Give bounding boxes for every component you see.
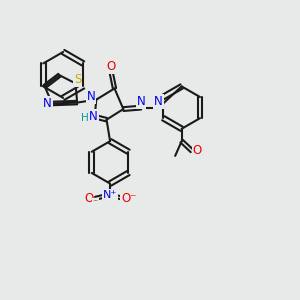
Text: O: O [84, 192, 94, 205]
Text: N: N [87, 90, 95, 103]
Text: N: N [136, 95, 146, 108]
Text: N⁺: N⁺ [103, 190, 117, 200]
Text: ⁻: ⁻ [93, 199, 98, 208]
Text: O: O [106, 60, 116, 73]
Text: N: N [43, 97, 52, 110]
Text: N: N [89, 110, 98, 123]
Text: O⁻: O⁻ [121, 192, 137, 205]
Text: H: H [81, 113, 88, 123]
Text: S: S [74, 73, 81, 86]
Text: N: N [154, 95, 163, 108]
Text: O: O [193, 144, 202, 157]
